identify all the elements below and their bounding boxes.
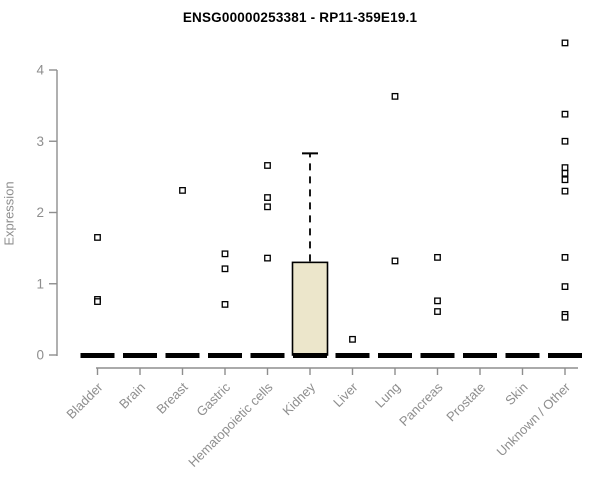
- outlier-point: [264, 162, 271, 169]
- y-tick-label: 1: [36, 276, 44, 291]
- y-tick-label: 0: [36, 348, 44, 363]
- x-category-label: Breast: [153, 379, 190, 416]
- median-bar: [165, 353, 200, 358]
- outlier-point: [561, 187, 569, 195]
- x-category-label: Lung: [372, 380, 403, 411]
- x-category-label: Skin: [502, 380, 530, 408]
- outlier-point: [561, 176, 569, 184]
- x-category-label: Liver: [330, 379, 361, 410]
- outlier-point: [561, 313, 569, 321]
- median-bar: [548, 353, 582, 358]
- y-tick-label: 2: [36, 205, 44, 220]
- x-category-label: Prostate: [443, 380, 488, 425]
- median-bar: [463, 353, 497, 358]
- outlier-point: [561, 283, 569, 291]
- median-bar: [420, 353, 455, 358]
- median-bar: [80, 353, 115, 358]
- y-tick-label: 4: [36, 63, 44, 78]
- median-bar: [250, 353, 285, 358]
- median-bar: [335, 353, 370, 358]
- x-category-label: Kidney: [279, 379, 318, 418]
- outlier-point: [179, 187, 186, 194]
- median-bar: [208, 353, 242, 358]
- x-category-label: Hematopoietic cells: [185, 379, 276, 470]
- outlier-point: [264, 203, 271, 211]
- x-category-label: Brain: [116, 380, 148, 412]
- y-tick-label: 3: [36, 134, 44, 149]
- outlier-point: [221, 250, 229, 258]
- median-bar: [505, 353, 540, 358]
- outlier-point: [561, 39, 569, 47]
- outlier-point: [561, 169, 569, 177]
- outlier-point: [434, 253, 441, 261]
- outlier-point: [561, 164, 569, 172]
- outlier-point: [434, 297, 441, 305]
- x-category-label: Bladder: [63, 379, 106, 422]
- median-bar: [123, 353, 157, 358]
- outlier-point: [561, 110, 569, 118]
- outlier-point: [561, 253, 569, 261]
- outlier-point: [391, 92, 399, 100]
- median-bar: [293, 353, 327, 358]
- x-category-label: Pancreas: [396, 379, 446, 429]
- median-bar: [378, 353, 412, 358]
- chart-title: ENSG00000253381 - RP11-359E19.1: [182, 10, 418, 25]
- outlier-point: [221, 301, 229, 308]
- outlier-point: [349, 335, 356, 343]
- outlier-point: [221, 265, 229, 273]
- x-category-label: Unknown / Other: [494, 379, 574, 459]
- outlier-point: [561, 137, 569, 145]
- outlier-point: [94, 298, 101, 305]
- outlier-point: [434, 308, 441, 315]
- outlier-point: [264, 254, 271, 262]
- outlier-point: [264, 194, 271, 201]
- x-category-label: Gastric: [193, 379, 233, 419]
- outlier-point: [391, 257, 399, 265]
- box: [291, 261, 329, 356]
- outlier-point: [94, 234, 101, 241]
